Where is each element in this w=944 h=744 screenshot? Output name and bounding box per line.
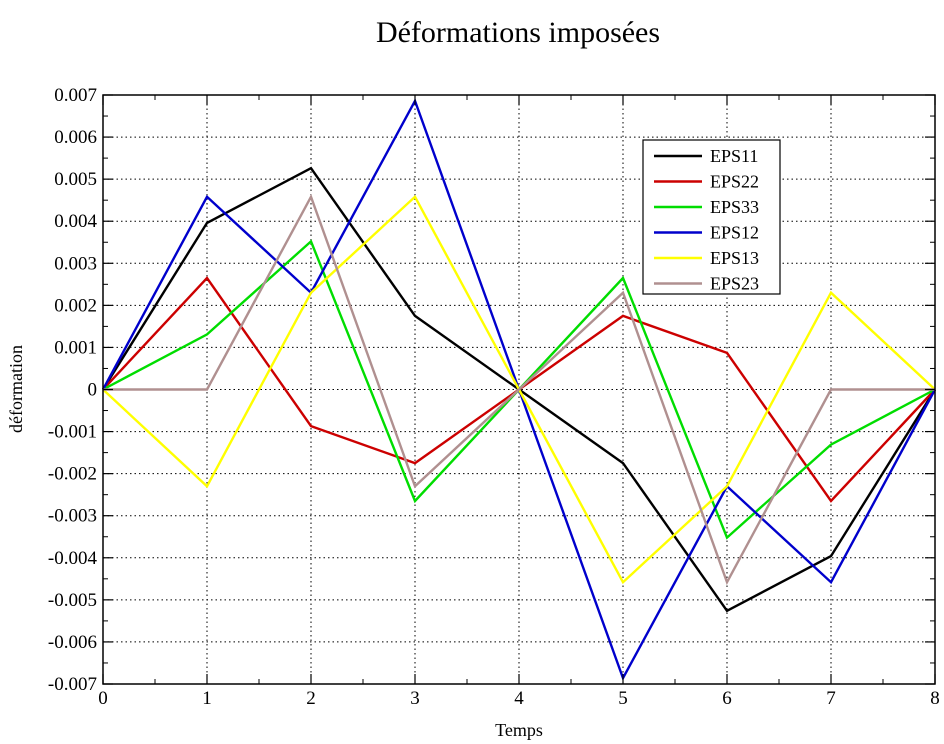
y-tick-label: 0.007: [54, 85, 97, 106]
legend-label-eps23: EPS23: [710, 274, 759, 294]
legend-items: EPS11 EPS22 EPS33 EPS12 EPS13 EPS23: [654, 146, 759, 294]
x-tick-labels: 0 1 2 3 4 5 6 7 8: [98, 688, 940, 709]
series-layer: [101, 97, 937, 682]
y-tick-label: 0: [88, 380, 98, 401]
y-tick-label: 0.002: [54, 295, 97, 316]
y-tick-label: -0.005: [48, 590, 97, 611]
y-tick-labels: 0.007 0.006 0.005 0.004 0.003 0.002 0.001 0 -0.0…: [48, 85, 98, 695]
ticks: [102, 94, 936, 685]
y-tick-label: -0.006: [48, 632, 97, 653]
x-tick-label: 8: [930, 688, 940, 709]
y-tick-label: 0.001: [54, 337, 97, 358]
legend: EPS11 EPS22 EPS33 EPS12 EPS13 EPS23: [642, 139, 781, 295]
legend-label-eps33: EPS33: [710, 197, 759, 217]
y-axis-title: déformation: [6, 345, 26, 433]
grid: [103, 95, 935, 684]
chart-title: Déformations imposées: [376, 16, 660, 49]
y-tick-label: -0.001: [48, 422, 97, 443]
x-tick-label: 3: [410, 688, 420, 709]
legend-box: [642, 139, 781, 295]
x-tick-label: 5: [618, 688, 628, 709]
y-tick-label: 0.006: [54, 127, 97, 148]
legend-label-eps11: EPS11: [710, 146, 758, 166]
x-tick-label: 7: [826, 688, 836, 709]
y-tick-label: -0.002: [48, 464, 97, 485]
legend-label-eps13: EPS13: [710, 248, 759, 268]
y-tick-label: -0.007: [48, 674, 97, 695]
y-tick-label: 0.003: [54, 253, 97, 274]
x-tick-label: 6: [722, 688, 732, 709]
y-tick-label: -0.004: [48, 548, 98, 569]
x-tick-label: 0: [98, 688, 108, 709]
x-tick-label: 2: [306, 688, 316, 709]
y-tick-label: -0.003: [48, 506, 97, 527]
y-tick-label: 0.004: [54, 211, 97, 232]
series-line-eps23: [103, 193, 935, 586]
x-tick-label: 4: [514, 688, 524, 709]
legend-label-eps12: EPS12: [710, 223, 759, 243]
x-tick-label: 1: [202, 688, 212, 709]
x-axis-title: Temps: [495, 720, 543, 740]
y-tick-label: 0.005: [54, 169, 97, 190]
legend-label-eps22: EPS22: [710, 172, 759, 192]
